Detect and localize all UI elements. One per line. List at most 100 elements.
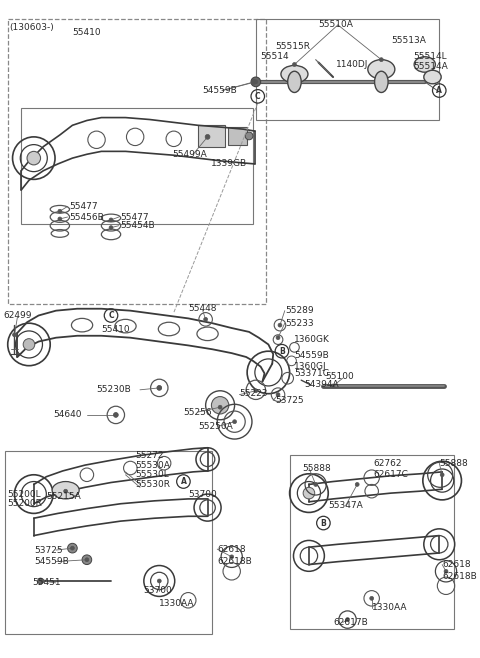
Circle shape (40, 579, 45, 583)
Circle shape (379, 58, 383, 62)
Circle shape (303, 488, 315, 499)
Text: 1140DJ: 1140DJ (336, 60, 368, 69)
Bar (21, 108, 253, 224)
Text: 62618: 62618 (442, 560, 471, 569)
Text: 54559B: 54559B (34, 557, 69, 566)
Bar (256, 19, 439, 120)
Text: A: A (436, 86, 442, 95)
Text: 55451: 55451 (32, 578, 60, 588)
Ellipse shape (374, 71, 388, 93)
Text: 55499A: 55499A (172, 150, 206, 159)
Circle shape (12, 333, 16, 337)
Text: 55100: 55100 (325, 372, 354, 381)
Circle shape (23, 339, 35, 350)
Circle shape (157, 579, 161, 583)
Text: 53700: 53700 (143, 586, 172, 595)
Text: 1330AA: 1330AA (372, 603, 407, 613)
Circle shape (109, 226, 113, 230)
Text: 55888: 55888 (439, 459, 468, 468)
Circle shape (58, 217, 62, 221)
Circle shape (233, 420, 237, 424)
Circle shape (355, 482, 359, 486)
Text: 55510A: 55510A (319, 20, 353, 30)
Circle shape (276, 393, 280, 397)
Text: 54640: 54640 (53, 411, 82, 419)
Text: 54394A: 54394A (304, 380, 339, 390)
Text: 62499: 62499 (3, 311, 31, 320)
Text: 62618: 62618 (217, 545, 246, 553)
Bar (289, 455, 454, 629)
Text: 55477: 55477 (120, 213, 149, 222)
Text: 55514L: 55514L (413, 52, 447, 61)
Bar (198, 125, 225, 147)
Text: 53725: 53725 (275, 396, 304, 405)
Circle shape (370, 596, 373, 600)
Circle shape (218, 405, 222, 409)
Circle shape (85, 558, 89, 562)
Ellipse shape (424, 70, 441, 84)
Text: 62618B: 62618B (442, 572, 477, 580)
Circle shape (254, 80, 258, 84)
Text: 55250A: 55250A (198, 422, 233, 431)
Circle shape (27, 151, 40, 165)
Ellipse shape (281, 65, 308, 83)
Circle shape (245, 132, 253, 139)
Circle shape (113, 413, 118, 417)
Text: 55514: 55514 (261, 52, 289, 61)
Circle shape (346, 618, 349, 622)
Text: 62617C: 62617C (373, 470, 408, 479)
Text: 53371C: 53371C (294, 369, 329, 378)
Circle shape (254, 389, 258, 393)
Text: 55347A: 55347A (328, 501, 363, 510)
Text: B: B (279, 347, 285, 356)
Text: 62617B: 62617B (333, 618, 368, 627)
Circle shape (37, 578, 44, 584)
Text: 55530R: 55530R (135, 480, 170, 489)
Ellipse shape (52, 482, 79, 499)
Text: 55289: 55289 (286, 306, 314, 315)
Text: 62618B: 62618B (217, 557, 252, 566)
Text: 55256: 55256 (183, 407, 212, 417)
Text: 55514A: 55514A (413, 62, 448, 71)
Text: 1360GK: 1360GK (294, 335, 330, 344)
Text: 55448: 55448 (188, 304, 217, 313)
Circle shape (230, 555, 234, 559)
Text: 55223: 55223 (240, 389, 268, 398)
Circle shape (204, 317, 207, 321)
Circle shape (444, 569, 448, 573)
Text: 1330AA: 1330AA (159, 599, 195, 608)
Ellipse shape (288, 71, 301, 93)
Circle shape (331, 384, 335, 388)
Circle shape (109, 218, 113, 222)
Circle shape (278, 323, 282, 327)
Circle shape (211, 397, 229, 414)
Circle shape (251, 77, 261, 87)
Circle shape (64, 490, 68, 493)
Circle shape (252, 80, 256, 84)
Text: 53725: 53725 (34, 545, 62, 555)
Text: 1360GJ: 1360GJ (294, 362, 327, 371)
Text: 55233: 55233 (286, 318, 314, 328)
Text: 55454B: 55454B (120, 221, 156, 230)
Circle shape (292, 63, 296, 66)
Text: 55888: 55888 (302, 463, 331, 472)
Text: (130603-): (130603-) (10, 23, 54, 32)
Circle shape (157, 386, 161, 390)
Text: 55513A: 55513A (391, 36, 426, 45)
Text: 55410: 55410 (72, 28, 101, 37)
Text: 55200L: 55200L (8, 490, 41, 499)
Bar (8, 19, 266, 304)
Text: 55530A: 55530A (135, 461, 170, 470)
Text: C: C (108, 311, 114, 320)
Text: 1339GB: 1339GB (210, 159, 247, 168)
Bar (5, 451, 212, 634)
Circle shape (440, 473, 444, 476)
Text: 55200R: 55200R (8, 499, 43, 508)
Circle shape (205, 134, 210, 139)
Circle shape (157, 386, 162, 390)
Circle shape (68, 544, 77, 553)
Text: 55272: 55272 (135, 451, 164, 460)
Text: 55515R: 55515R (275, 41, 310, 51)
Text: 55215A: 55215A (47, 492, 81, 501)
Circle shape (276, 336, 280, 340)
